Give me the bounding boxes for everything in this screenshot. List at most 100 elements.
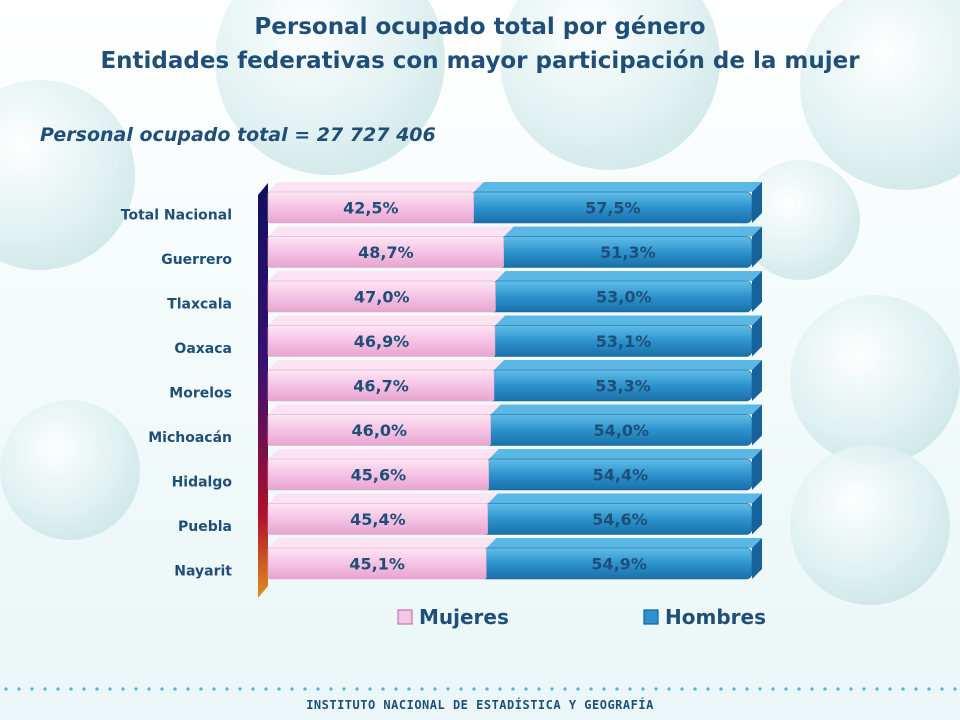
divider-dot bbox=[537, 687, 541, 691]
divider-dot bbox=[901, 687, 905, 691]
divider-dot bbox=[303, 687, 307, 691]
divider-dot bbox=[329, 687, 333, 691]
decor-bubble bbox=[0, 80, 135, 270]
bar-mujeres bbox=[267, 226, 514, 268]
bar-top-face bbox=[473, 182, 762, 192]
category-label: Guerrero bbox=[161, 252, 232, 268]
divider-dot bbox=[446, 687, 450, 691]
bar-hombres bbox=[482, 449, 762, 491]
bar-hombres bbox=[489, 271, 762, 313]
divider-dot bbox=[121, 687, 125, 691]
divider-dot bbox=[732, 687, 736, 691]
bar-top-face bbox=[268, 360, 505, 370]
divider-dot bbox=[147, 687, 151, 691]
divider-dot bbox=[524, 687, 528, 691]
divider-dot bbox=[745, 687, 749, 691]
divider-dot bbox=[472, 687, 476, 691]
chart-subtitle-line: Entidades federativas con mayor particip… bbox=[100, 48, 860, 74]
value-label: 46,7% bbox=[353, 377, 409, 396]
divider-dot bbox=[589, 687, 593, 691]
divider-dot bbox=[433, 687, 437, 691]
value-label: 45,1% bbox=[349, 555, 405, 574]
divider-dot bbox=[706, 687, 710, 691]
value-label: 53,3% bbox=[595, 377, 651, 396]
divider-dot bbox=[381, 687, 385, 691]
divider-dot bbox=[420, 687, 424, 691]
divider-dot bbox=[95, 687, 99, 691]
bar-top-face bbox=[268, 315, 505, 326]
value-label: 54,9% bbox=[591, 555, 647, 574]
decor-bubble bbox=[790, 295, 960, 465]
legend-swatch bbox=[643, 609, 659, 625]
divider-dot bbox=[602, 687, 606, 691]
divider-dot bbox=[277, 687, 281, 691]
bar-side-face bbox=[752, 493, 762, 535]
divider-dot bbox=[875, 687, 879, 691]
divider-dot bbox=[56, 687, 60, 691]
divider-dot bbox=[953, 687, 957, 691]
divider-dot bbox=[810, 687, 814, 691]
bar-side-face bbox=[752, 226, 762, 268]
divider-dot bbox=[719, 687, 723, 691]
divider-dot bbox=[680, 687, 684, 691]
divider-dot bbox=[186, 687, 190, 691]
category-label: Tlaxcala bbox=[167, 297, 232, 313]
bar-top-face bbox=[268, 404, 501, 415]
value-label: 42,5% bbox=[343, 199, 399, 218]
divider-dot bbox=[615, 687, 619, 691]
bar-top-face bbox=[494, 315, 762, 326]
divider-dot bbox=[836, 687, 840, 691]
legend-label: Hombres bbox=[665, 605, 766, 629]
bar-mujeres bbox=[267, 315, 505, 357]
value-label: 46,0% bbox=[352, 421, 408, 440]
divider-dot bbox=[4, 687, 8, 691]
divider-dot bbox=[667, 687, 671, 691]
divider-dot bbox=[914, 687, 918, 691]
divider-dot bbox=[368, 687, 372, 691]
divider-dot bbox=[316, 687, 320, 691]
legend-swatch bbox=[397, 609, 413, 625]
bar-front-face bbox=[267, 191, 474, 224]
divider-dot bbox=[485, 687, 489, 691]
value-label: 53,0% bbox=[596, 288, 652, 307]
divider-dot bbox=[108, 687, 112, 691]
legend: Mujeres Hombres bbox=[397, 605, 766, 629]
bar-side-face bbox=[752, 360, 762, 401]
category-label: Nayarit bbox=[174, 564, 232, 580]
divider-dot bbox=[264, 687, 268, 691]
bar-front-face bbox=[267, 325, 496, 357]
bar-front-face bbox=[267, 236, 505, 268]
bar-front-face bbox=[267, 458, 490, 491]
divider-dot bbox=[82, 687, 86, 691]
divider-dot bbox=[173, 687, 177, 691]
divider-dot bbox=[30, 687, 34, 691]
bar-top-face bbox=[486, 538, 762, 548]
category-label: Total Nacional bbox=[121, 208, 232, 224]
bar-front-face bbox=[267, 369, 495, 402]
bar-hombres bbox=[488, 315, 762, 357]
value-label: 46,9% bbox=[354, 332, 410, 351]
decor-bubble bbox=[500, 0, 720, 170]
value-label: 45,4% bbox=[350, 510, 406, 529]
divider-dot bbox=[862, 687, 866, 691]
chart-title: Personal ocupado total por género bbox=[254, 14, 706, 40]
bar-top-face bbox=[268, 271, 506, 281]
bar-top-face bbox=[487, 493, 762, 504]
bar-mujeres bbox=[267, 404, 501, 446]
bar-top-face bbox=[268, 449, 499, 459]
bar-top-face bbox=[268, 538, 497, 548]
divider-dot bbox=[927, 687, 931, 691]
bar-top-face bbox=[488, 449, 762, 459]
bar-mujeres bbox=[267, 182, 484, 224]
divider-dot bbox=[394, 687, 398, 691]
value-label: 57,5% bbox=[585, 199, 641, 218]
bar-mujeres bbox=[267, 493, 498, 535]
divider-dot bbox=[251, 687, 255, 691]
footer-divider bbox=[4, 687, 957, 691]
bar-front-face bbox=[267, 547, 487, 580]
legend-item-hombres: Hombres bbox=[643, 605, 766, 629]
category-label: Puebla bbox=[178, 519, 232, 535]
decor-bubble bbox=[790, 445, 950, 605]
divider-dot bbox=[69, 687, 73, 691]
bar-hombres bbox=[484, 404, 762, 446]
